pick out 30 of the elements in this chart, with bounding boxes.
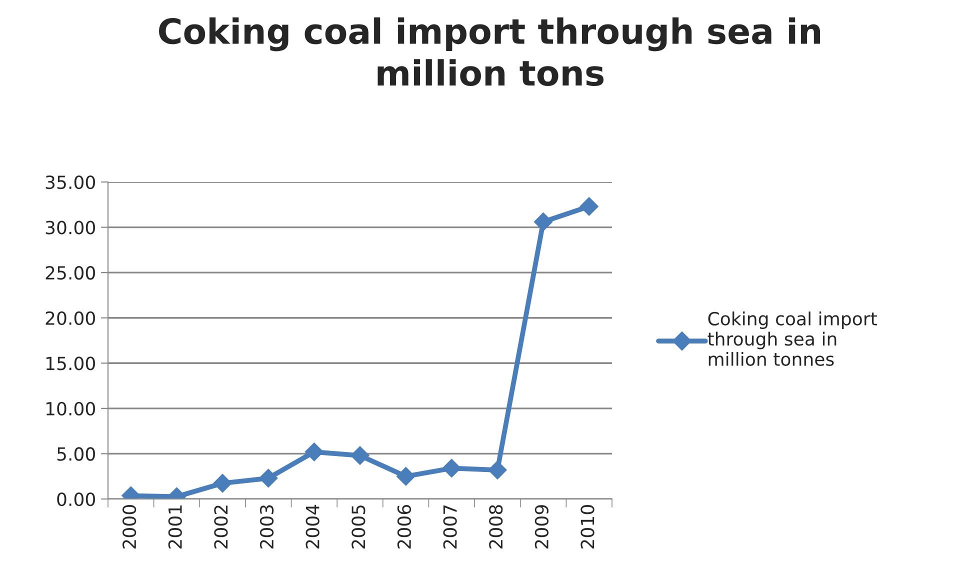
x-tick-label: 2006 xyxy=(397,505,412,548)
point xyxy=(442,458,461,478)
y-tick-label: 20.00 xyxy=(46,311,95,325)
legend-label: Coking coal import through sea in million tonnes xyxy=(708,312,877,366)
x-tick-label: 2010 xyxy=(580,505,594,548)
point xyxy=(213,474,232,493)
point xyxy=(259,468,278,488)
x-tick-label: 2007 xyxy=(443,505,457,548)
y-tick-label: 15.00 xyxy=(46,356,95,370)
x-tick-label: 2001 xyxy=(168,506,182,548)
point xyxy=(304,442,324,462)
y-tick-label: 35.00 xyxy=(46,175,95,190)
x-tick-label: 2002 xyxy=(214,506,228,548)
y-tick-label: 5.00 xyxy=(57,447,95,461)
x-tick-label: 2004 xyxy=(306,504,320,548)
y-tick-label: 10.00 xyxy=(46,402,95,416)
x-tick-label: 2008 xyxy=(489,505,503,548)
point xyxy=(580,197,598,216)
point xyxy=(488,460,507,480)
y-tick-label: 30.00 xyxy=(46,220,95,234)
x-tick-label: 2000 xyxy=(122,505,136,548)
point xyxy=(350,446,370,465)
x-tick-label: 2005 xyxy=(352,505,366,548)
x-tick-label: 2003 xyxy=(260,505,274,548)
point xyxy=(534,212,553,232)
x-tick-label: 2009 xyxy=(534,505,549,548)
y-tick-label: 25.00 xyxy=(46,266,95,280)
y-tick-label: 0.00 xyxy=(57,492,95,506)
chart-title: Coking coal import through sea in million tons xyxy=(158,17,820,86)
point xyxy=(396,467,416,486)
